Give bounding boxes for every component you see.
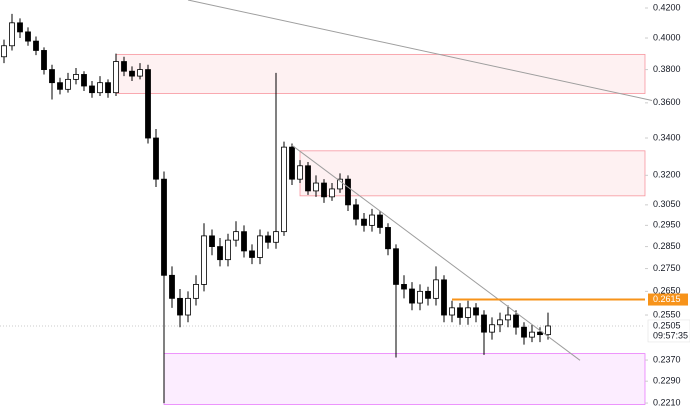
candle-body <box>129 70 135 77</box>
zone <box>115 53 646 94</box>
candle-body <box>457 307 463 318</box>
candle-body <box>369 214 375 226</box>
candle-body <box>521 326 527 338</box>
candle-body <box>465 307 471 318</box>
y-tick-label: 0.4000 <box>653 32 681 42</box>
candle-body <box>193 284 199 299</box>
candle-body <box>113 61 119 94</box>
candle-body <box>89 85 95 94</box>
candle-body <box>385 227 391 250</box>
y-tick-label: 0.2750 <box>653 263 681 273</box>
candle-body <box>393 248 399 285</box>
candle-body <box>289 146 295 180</box>
trend-line <box>291 144 581 361</box>
candle-body <box>137 69 143 77</box>
candle-body <box>145 69 151 139</box>
candle-body <box>121 61 127 72</box>
candle-body <box>225 239 231 261</box>
candle-body <box>265 235 271 243</box>
candle-body <box>233 231 239 241</box>
candle-body <box>449 307 455 316</box>
candle-body <box>241 231 247 252</box>
candle-body <box>153 137 159 180</box>
candle-body <box>25 31 31 42</box>
candle-body <box>433 279 439 299</box>
candle-body <box>281 146 287 233</box>
candle-body <box>169 274 175 299</box>
y-tick-label: 0.2650 <box>653 286 681 296</box>
candle-body <box>401 284 407 290</box>
candle-body <box>185 297 191 316</box>
candle-body <box>377 214 383 228</box>
candle-body <box>273 231 279 243</box>
candle-body <box>345 178 351 206</box>
last-price-box <box>647 319 690 343</box>
candle-body <box>361 218 367 226</box>
candle-body <box>97 82 103 94</box>
y-tick-label: 0.2290 <box>653 376 681 386</box>
candle-body <box>305 165 311 192</box>
last-price-label: 0.2505 <box>653 320 681 330</box>
candle-body <box>441 279 447 316</box>
countdown: 09:57:35 <box>653 330 688 340</box>
candle-body <box>209 235 215 247</box>
candle-body <box>49 69 55 84</box>
candle-body <box>17 22 23 33</box>
y-tick-label: 0.4200 <box>653 2 681 12</box>
candle-body <box>545 325 551 336</box>
trend-line <box>187 0 653 101</box>
candle-body <box>497 319 503 326</box>
candle-body <box>73 74 79 80</box>
y-tick-label: 0.2950 <box>653 220 681 230</box>
y-tick-label: 0.3800 <box>653 64 681 74</box>
candle-body <box>529 331 535 338</box>
candle-body <box>1 45 7 58</box>
candle-body <box>201 235 207 285</box>
candle-body <box>65 78 71 90</box>
candle-body <box>473 307 479 316</box>
candle-body <box>177 297 183 316</box>
candle-body <box>217 246 223 261</box>
y-tick-label: 0.3400 <box>653 132 681 142</box>
candle-body <box>353 204 359 220</box>
y-tick-label: 0.3200 <box>653 170 681 180</box>
candle-body <box>321 182 327 198</box>
zone <box>299 150 646 197</box>
candle-body <box>257 235 263 258</box>
candle-body <box>537 331 543 336</box>
candle-body <box>409 288 415 304</box>
candle-body <box>161 178 167 276</box>
candle-body <box>249 250 255 258</box>
y-tick-label: 0.2850 <box>653 241 681 251</box>
candle-body <box>297 165 303 180</box>
candle-body <box>489 324 495 333</box>
y-tick-label: 0.2550 <box>653 309 681 319</box>
candle-body <box>513 314 519 328</box>
candle-body <box>425 290 431 299</box>
candle-body <box>57 82 63 90</box>
level-label: 0.2615 <box>653 294 681 304</box>
zone <box>163 353 646 405</box>
candle-body <box>505 314 511 321</box>
candle-body <box>481 314 487 333</box>
level-label-box <box>648 293 688 306</box>
candle-body <box>41 50 47 70</box>
y-tick-label: 0.2210 <box>653 397 681 407</box>
candle-body <box>313 182 319 192</box>
candle-body <box>337 178 343 190</box>
candle-body <box>81 74 87 87</box>
candle-body <box>417 290 423 304</box>
y-tick-label: 0.3050 <box>653 199 681 209</box>
candle-body <box>33 40 39 51</box>
y-tick-label: 0.2370 <box>653 354 681 364</box>
y-tick-label: 0.3600 <box>653 97 681 107</box>
candle-body <box>9 22 15 47</box>
candle-body <box>329 188 335 198</box>
candle-body <box>105 82 111 94</box>
